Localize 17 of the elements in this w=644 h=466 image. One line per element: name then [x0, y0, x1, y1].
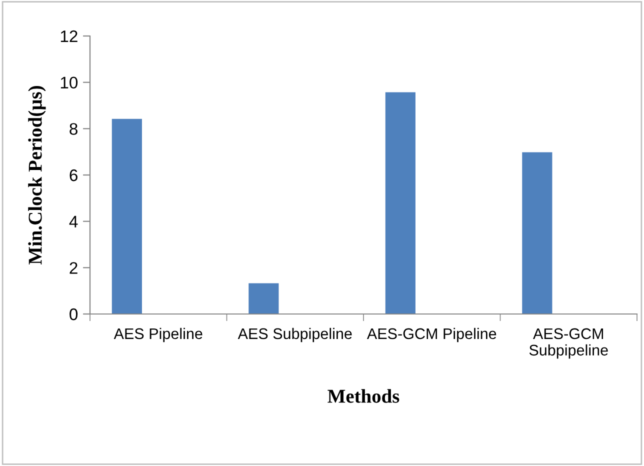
bar — [112, 118, 142, 314]
bar — [385, 92, 416, 314]
y-tick-label: 8 — [70, 123, 78, 135]
x-tick-label: AES Pipeline — [114, 328, 202, 342]
y-tick-label: 4 — [69, 216, 78, 228]
y-tick-label: 6 — [70, 169, 78, 182]
x-tick-label: AES-GCM Subpipeline — [529, 328, 608, 359]
bar — [248, 283, 279, 314]
x-axis-title: Methods — [328, 389, 400, 403]
y-tick-label: 12 — [60, 30, 78, 42]
y-tick-label: 2 — [70, 262, 78, 274]
y-axis-title: Min.Clock Period(µs) — [28, 86, 46, 265]
x-tick-label: AES Subpipeline — [238, 328, 352, 342]
bar — [522, 152, 552, 314]
y-tick-label: 0 — [70, 308, 78, 320]
x-tick-label: AES-GCM Pipeline — [366, 328, 496, 342]
y-tick-label: 10 — [60, 76, 78, 89]
